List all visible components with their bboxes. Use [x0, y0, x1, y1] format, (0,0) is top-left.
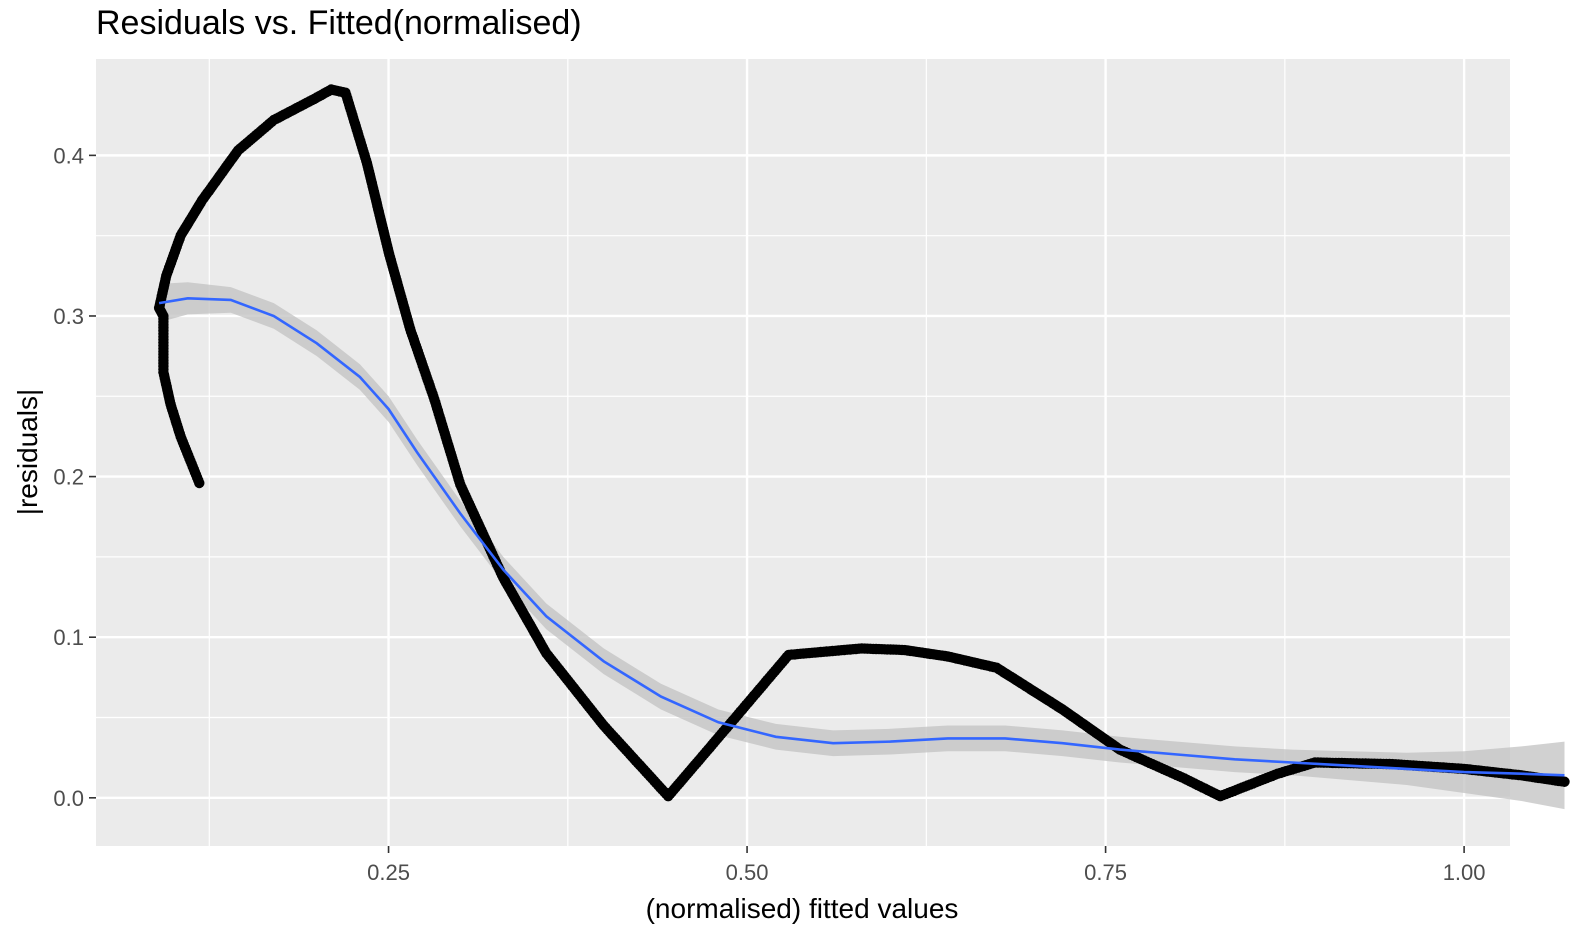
- smooth-fit-line: [158, 296, 1565, 777]
- y-tick-label: 0.3: [53, 304, 84, 329]
- confidence-band: [159, 282, 1565, 810]
- confidence-band-layer: [159, 282, 1565, 810]
- y-tick-label: 0.1: [53, 625, 84, 650]
- y-tick-label: 0.4: [53, 143, 84, 168]
- x-axis-ticks: 0.25 0.50 0.75 1.00: [367, 846, 1486, 885]
- chart-title: Residuals vs. Fitted(normalised): [96, 4, 582, 42]
- y-axis-ticks: 0.0 0.1 0.2 0.3 0.4: [53, 143, 96, 811]
- data-point: [1559, 776, 1570, 787]
- x-tick-label: 0.75: [1084, 860, 1127, 885]
- major-gridlines: [96, 59, 1510, 846]
- y-tick-label: 0.0: [53, 786, 84, 811]
- x-axis-title: (normalised) fitted values: [646, 893, 959, 924]
- smooth-line-layer: [158, 296, 1565, 777]
- x-tick-label: 0.25: [367, 860, 410, 885]
- x-tick-label: 0.50: [726, 860, 769, 885]
- plot-panel: [96, 59, 1510, 846]
- y-tick-label: 0.2: [53, 465, 84, 490]
- x-tick-label: 1.00: [1443, 860, 1486, 885]
- y-axis-title: |residuals|: [12, 389, 43, 516]
